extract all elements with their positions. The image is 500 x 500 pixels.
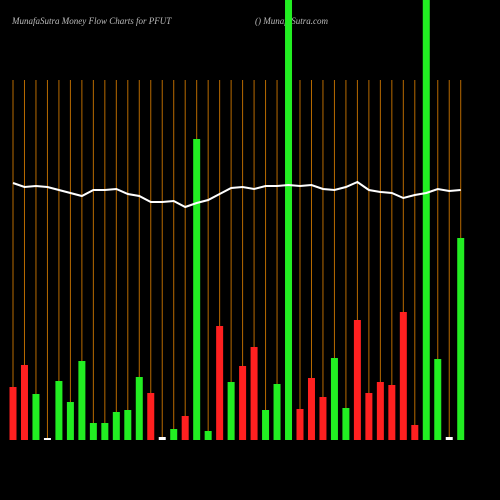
- bar: [43, 438, 51, 440]
- bar: [285, 0, 293, 440]
- bar: [434, 359, 442, 440]
- bar: [112, 412, 120, 440]
- bar: [124, 410, 132, 440]
- bar: [89, 423, 97, 440]
- money-flow-line: [12, 180, 461, 209]
- bar: [101, 423, 109, 440]
- bar: [399, 312, 407, 440]
- bar: [55, 381, 63, 440]
- bar: [296, 409, 304, 440]
- bar: [365, 393, 373, 440]
- bar: [342, 408, 350, 440]
- bar: [239, 366, 247, 440]
- bar: [250, 347, 258, 440]
- bar: [193, 139, 201, 440]
- bar: [330, 358, 338, 440]
- bar: [204, 431, 212, 440]
- bar: [20, 365, 28, 440]
- bar: [422, 0, 430, 440]
- bar: [170, 429, 178, 440]
- bar: [181, 416, 189, 440]
- bar: [158, 437, 166, 440]
- bar: [78, 361, 86, 440]
- bar: [262, 410, 270, 440]
- bar: [32, 394, 40, 440]
- bar: [147, 393, 155, 440]
- bar: [445, 437, 453, 440]
- bar: [388, 385, 396, 440]
- bar: [457, 238, 465, 440]
- bar: [353, 320, 361, 440]
- bar: [216, 326, 224, 440]
- bar: [135, 377, 143, 440]
- bar: [66, 402, 74, 440]
- bar: [307, 378, 315, 440]
- bar: [273, 384, 281, 440]
- bar: [227, 382, 235, 440]
- bar: [376, 382, 384, 440]
- bar: [319, 397, 327, 440]
- chart-title: MunafaSutra Money Flow Charts for PFUT: [11, 16, 172, 26]
- bar: [9, 387, 17, 440]
- bar: [411, 425, 419, 440]
